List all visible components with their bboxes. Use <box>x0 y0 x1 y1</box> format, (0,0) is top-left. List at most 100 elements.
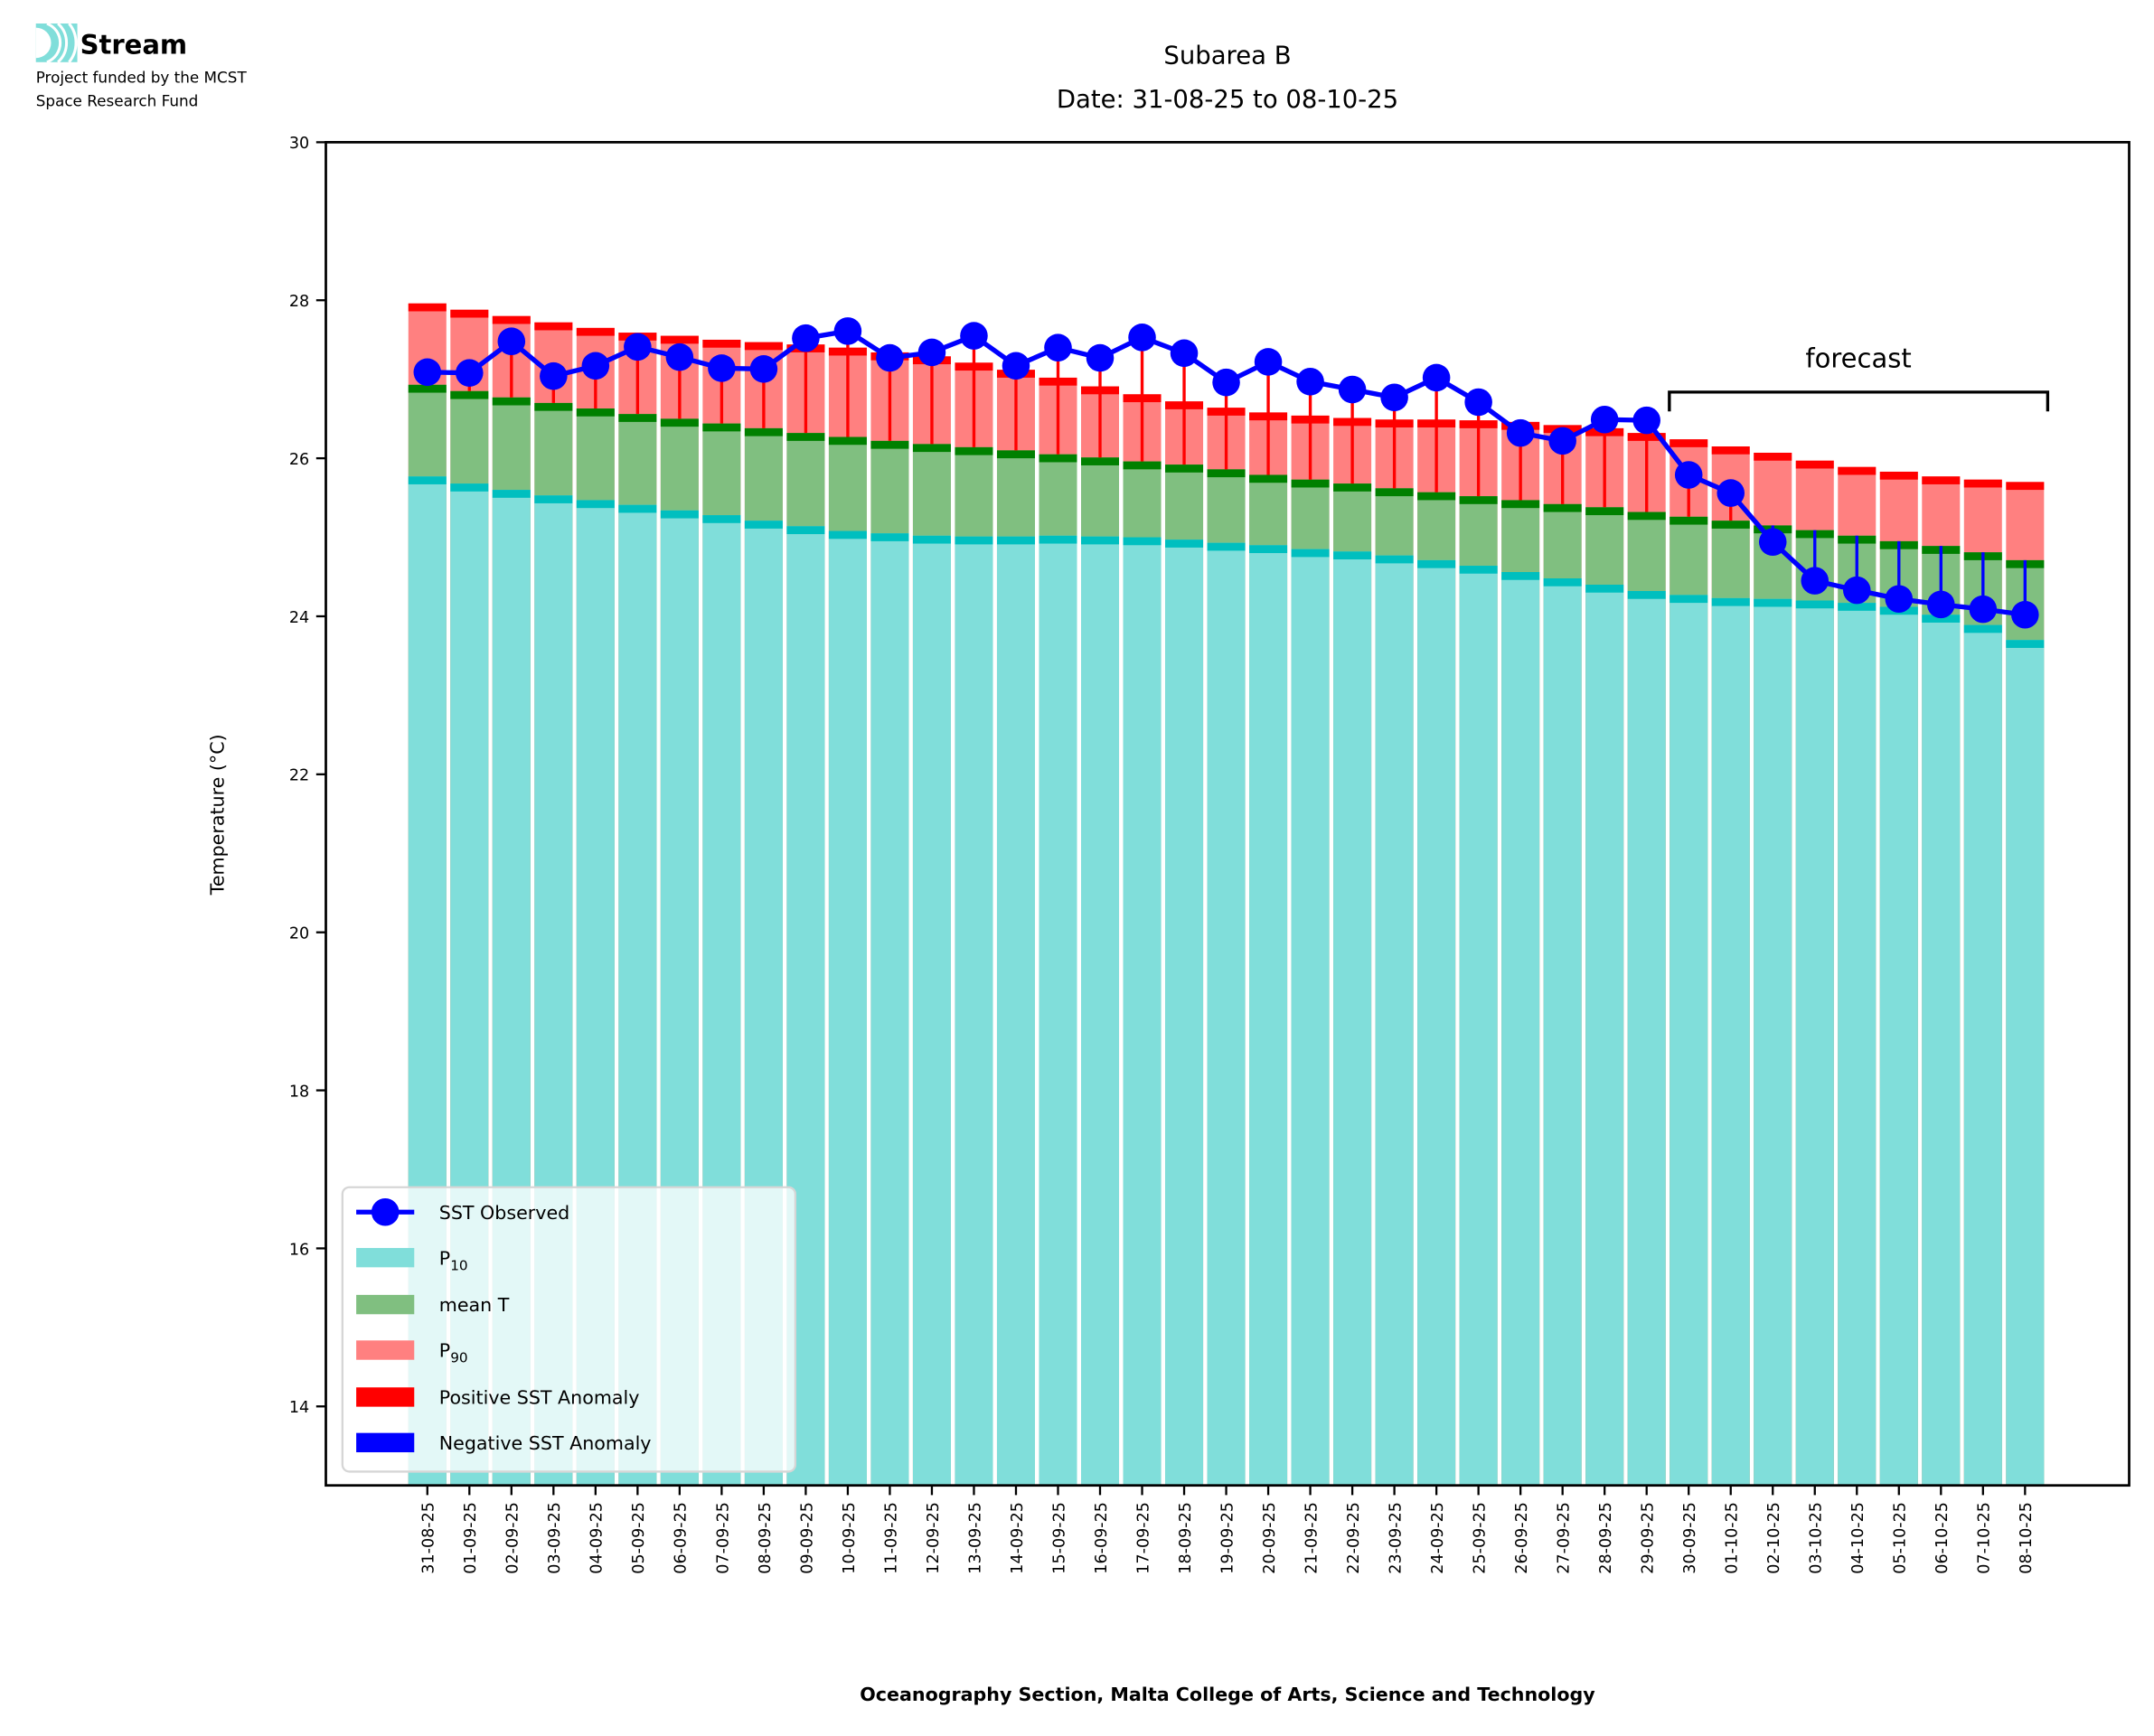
p90-cap <box>660 335 699 344</box>
x-tick-label: 01-09-25 <box>462 1502 480 1574</box>
sst-observed-point <box>1254 348 1283 376</box>
p10-bar <box>1081 536 1120 1486</box>
sst-observed-point <box>708 354 736 382</box>
legend-label-negative-anomaly: Negative SST Anomaly <box>439 1432 652 1454</box>
x-tick-label: 03-09-25 <box>546 1502 564 1574</box>
legend-label-sst-observed: SST Observed <box>439 1202 569 1224</box>
legend: SST Observed P10 mean T P90 Positive SST Ano… <box>341 1186 797 1473</box>
sst-observed-point <box>1086 343 1115 372</box>
mean-t-cap <box>744 427 783 436</box>
p10-cap <box>408 476 447 484</box>
mean-t-cap <box>1585 507 1624 516</box>
p10-bar <box>1039 535 1077 1486</box>
p10-bar <box>1165 540 1204 1486</box>
y-tick-label: 20 <box>289 925 309 943</box>
x-tick-label: 06-10-25 <box>1933 1502 1952 1574</box>
sst-observed-point <box>1548 427 1576 455</box>
sst-observed-point <box>833 317 862 345</box>
legend-swatch-p10 <box>356 1247 415 1268</box>
p10-bar <box>1123 537 1162 1486</box>
p10-bar <box>1922 615 1961 1486</box>
legend-swatch-mean-t <box>356 1294 415 1315</box>
sst-observed-point <box>1338 375 1367 404</box>
sst-observed-point <box>540 361 568 390</box>
chart-title: Subarea B <box>1163 41 1291 70</box>
x-tick-label: 02-10-25 <box>1765 1502 1783 1574</box>
x-tick-label: 07-10-25 <box>1976 1502 1994 1574</box>
p10-cap <box>1585 584 1624 593</box>
sst-observed-point <box>1128 324 1156 352</box>
p10-cap <box>1375 555 1414 564</box>
p10-cap <box>534 495 573 503</box>
x-tick-label: 13-09-25 <box>966 1502 984 1574</box>
p10-cap <box>1165 540 1204 548</box>
mean-t-cap <box>1459 496 1498 504</box>
sst-observed-point <box>1717 479 1745 507</box>
mean-t-cap <box>1543 503 1582 512</box>
sst-observed-point <box>1464 388 1492 417</box>
p10-bar <box>1501 572 1540 1486</box>
sst-observed-point <box>1044 333 1072 361</box>
p90-cap <box>1711 446 1750 455</box>
legend-sst-marker-icon <box>371 1197 400 1226</box>
p90-cap <box>702 339 741 348</box>
mean-t-cap <box>450 390 489 399</box>
mean-t-cap <box>1711 521 1750 529</box>
x-tick-label: 24-09-25 <box>1429 1502 1447 1574</box>
mean-t-cap <box>1417 492 1456 501</box>
sst-observed-point <box>1801 567 1829 595</box>
p10-bar <box>1627 590 1666 1486</box>
x-tick-label: 26-09-25 <box>1513 1502 1531 1574</box>
p10-cap <box>618 504 657 513</box>
p10-bar <box>1543 577 1582 1486</box>
p90-cap <box>744 342 783 351</box>
y-axis: 14 16 18 20 22 24 26 28 30 <box>289 135 326 1417</box>
p90-cap <box>450 309 489 318</box>
y-tick-label: 28 <box>289 293 309 311</box>
mean-t-cap <box>1375 488 1414 497</box>
sst-observed-point <box>1380 383 1408 412</box>
mean-t-cap <box>702 423 741 432</box>
sst-observed-point <box>1674 461 1703 489</box>
mean-t-cap <box>1165 464 1204 473</box>
legend-label-mean-t: mean T <box>439 1294 510 1316</box>
p90-cap <box>1795 460 1834 469</box>
x-tick-label: 08-10-25 <box>2018 1502 2036 1574</box>
mean-t-cap <box>996 450 1035 459</box>
p10-cap <box>450 483 489 492</box>
mean-t-cap <box>1249 474 1288 483</box>
mean-t-cap <box>408 384 447 393</box>
sst-observed-point <box>1927 590 1955 619</box>
x-tick-label: 20-09-25 <box>1261 1502 1279 1574</box>
p10-cap <box>1249 545 1288 554</box>
p10-cap <box>702 515 741 523</box>
p10-bar <box>1670 595 1708 1486</box>
sst-observed-point <box>876 343 904 372</box>
mean-t-cap <box>534 402 573 411</box>
p10-cap <box>870 533 909 541</box>
stream-logo-icon <box>35 22 78 64</box>
p10-cap <box>996 536 1035 545</box>
legend-label-p10: P10 <box>439 1247 468 1273</box>
x-tick-label: 17-09-25 <box>1134 1502 1152 1574</box>
p10-cap <box>2006 640 2045 648</box>
sst-observed-point <box>1002 352 1030 380</box>
p10-cap <box>1670 595 1708 604</box>
sst-observed-point <box>1590 405 1619 434</box>
forecast-label: forecast <box>1805 343 1911 373</box>
mean-t-cap <box>1333 483 1372 492</box>
sst-observed-point <box>792 324 820 352</box>
mean-t-cap <box>1670 516 1708 525</box>
sst-observed-point <box>413 358 442 387</box>
p10-cap <box>1501 572 1540 580</box>
logo-funding-line1: Project funded by the MCST <box>36 69 248 87</box>
p10-bar <box>1711 597 1750 1486</box>
x-tick-label: 31-08-25 <box>420 1502 438 1574</box>
sst-observed-point <box>917 338 946 367</box>
p10-bar <box>1963 624 2002 1486</box>
p10-cap <box>492 490 531 498</box>
x-tick-label: 30-09-25 <box>1681 1502 1699 1574</box>
chart-subtitle: Date: 31-08-25 to 08-10-25 <box>1057 85 1398 114</box>
p10-bar <box>1291 549 1330 1486</box>
p10-bar <box>1754 598 1792 1486</box>
